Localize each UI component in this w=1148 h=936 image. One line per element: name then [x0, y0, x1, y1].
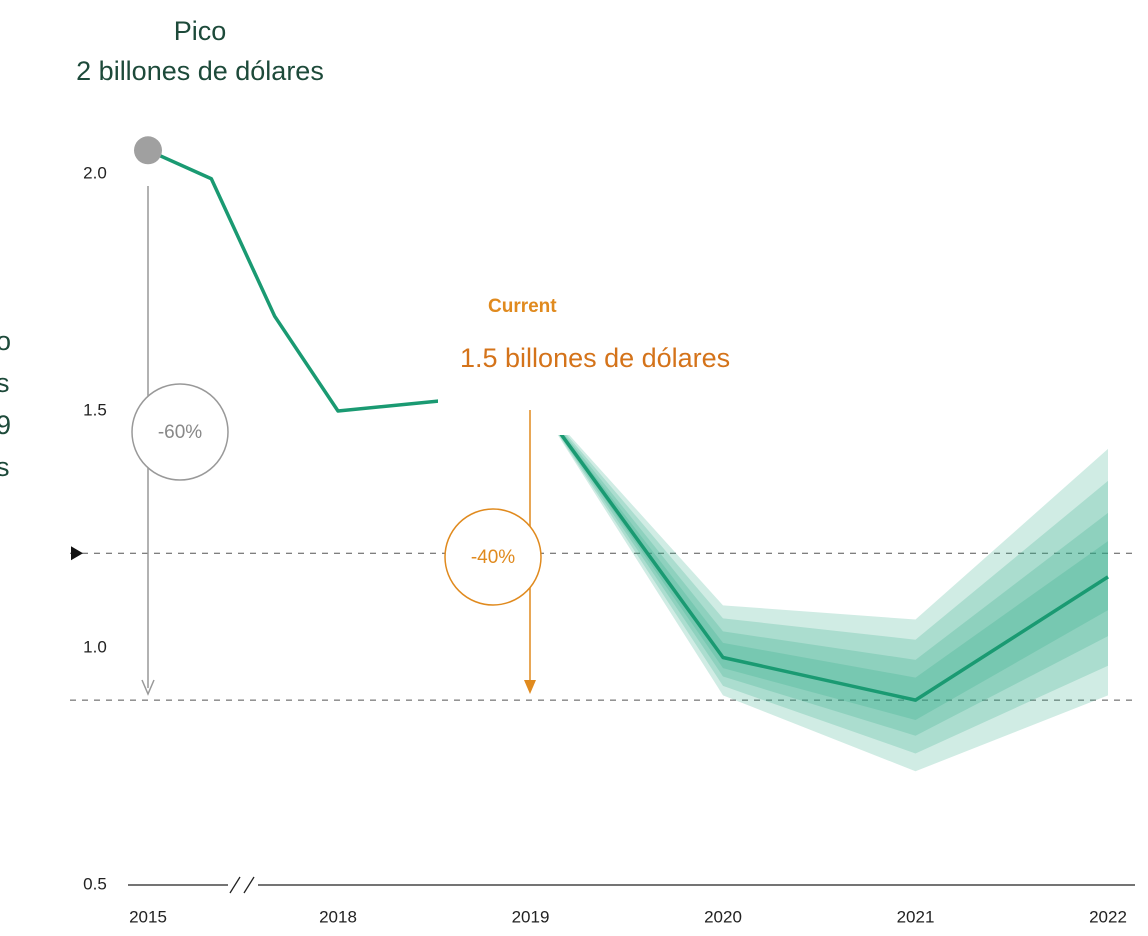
y-tick-label: 1.0: [83, 637, 107, 656]
chart-title: Pico: [174, 16, 227, 46]
chart-subtitle: 2 billones de dólares: [76, 56, 324, 86]
current-value: 1.5 billones de dólares: [460, 343, 730, 373]
left-note-line: 9: [0, 410, 11, 440]
x-tick-label: 2020: [704, 907, 742, 926]
uncertainty-band: [530, 392, 1108, 772]
drop-label: -40%: [471, 547, 515, 568]
arrow-head: [524, 680, 536, 694]
left-note-line: s: [0, 368, 10, 398]
uncertainty-band: [530, 392, 1108, 736]
line: [147, 148, 1109, 702]
reference-marker: [71, 546, 83, 561]
y-tick-label: 0.5: [83, 874, 107, 893]
uncertainty-band: [530, 392, 1108, 754]
arrow-head: [141, 679, 155, 696]
peak-marker: [134, 136, 162, 165]
x-tick-label: 2021: [897, 907, 935, 926]
label-background: [438, 285, 838, 435]
current-label: Current: [488, 296, 557, 317]
left-note-line: s: [0, 452, 10, 482]
x-tick-label: 2018: [319, 907, 357, 926]
drop-label: -60%: [158, 422, 202, 443]
y-tick-label: 1.5: [83, 400, 107, 419]
drop-circle: [444, 508, 542, 606]
uncertainty-band: [530, 392, 1108, 721]
x-tick-label: 2019: [512, 907, 550, 926]
axis-break: [229, 876, 241, 894]
drop-circle: [131, 383, 229, 481]
axis-break: [243, 876, 255, 894]
x-tick-label: 2022: [1089, 907, 1127, 926]
left-note-line: o: [0, 326, 11, 356]
x-tick-label: 2015: [129, 907, 167, 926]
y-tick-label: 2.0: [83, 163, 107, 182]
